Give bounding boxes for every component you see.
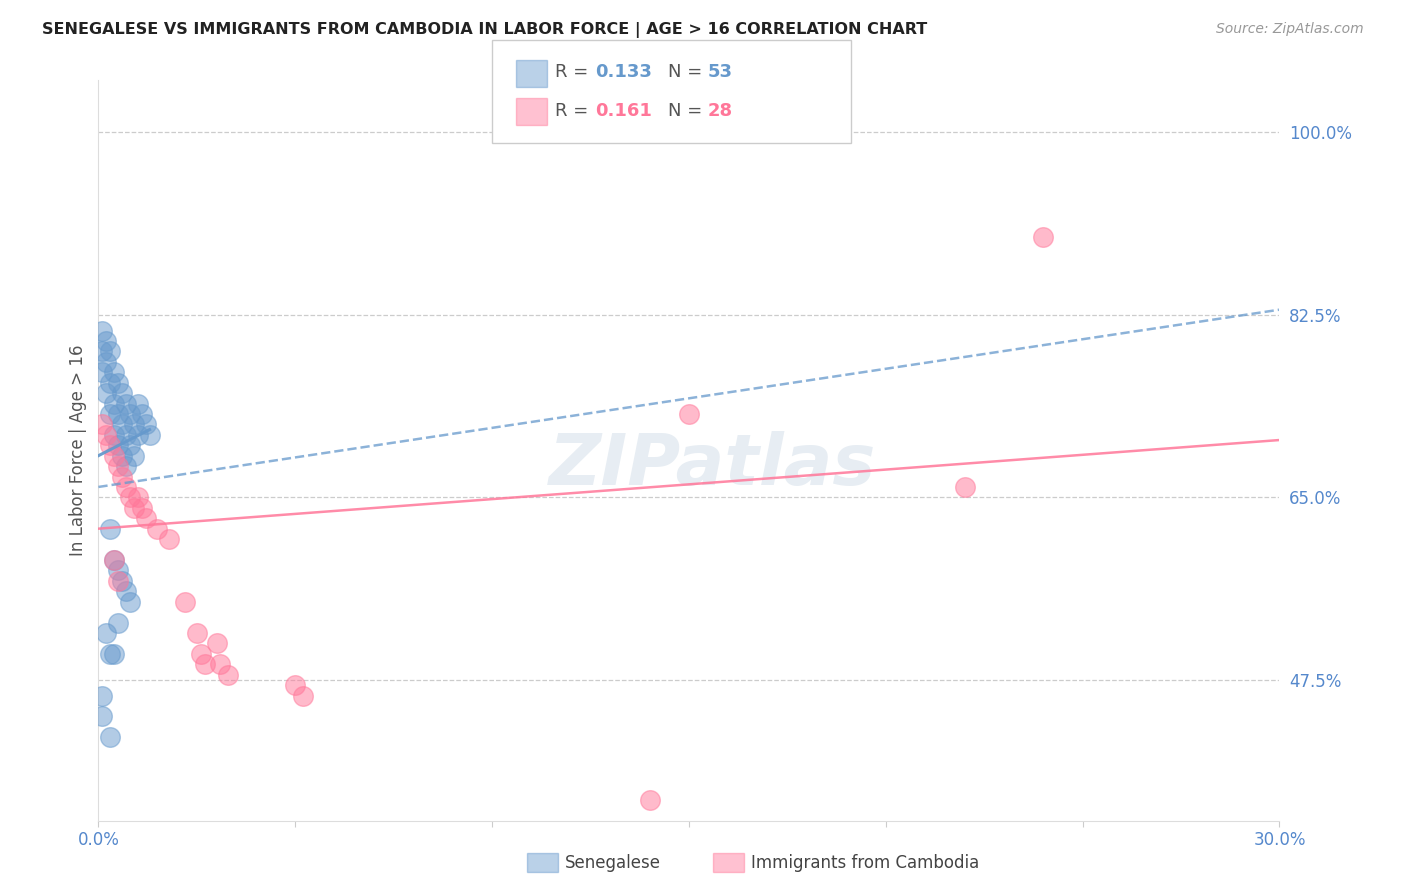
Text: Senegalese: Senegalese [565,854,661,871]
Point [122,500,145,515]
Point [91,365,114,379]
Point [118,438,141,452]
Point [194,657,217,672]
Text: 53: 53 [707,63,733,81]
Point [96,334,118,348]
Point [98,376,121,390]
Text: R =: R = [555,103,595,120]
Point [205,636,228,650]
Point [107,574,129,588]
Point [217,667,239,681]
Point [107,438,129,452]
Point [127,491,149,505]
Point [186,626,208,640]
Point [107,376,129,390]
Text: Immigrants from Cambodia: Immigrants from Cambodia [751,854,979,871]
Point [96,427,118,442]
Point [131,407,153,421]
Point [118,595,141,609]
Text: SENEGALESE VS IMMIGRANTS FROM CAMBODIA IN LABOR FORCE | AGE > 16 CORRELATION CHA: SENEGALESE VS IMMIGRANTS FROM CAMBODIA I… [42,22,928,38]
Point [122,417,145,432]
Point [98,647,121,661]
Point [111,449,134,463]
Point [111,386,134,401]
Point [103,365,125,379]
Point [98,344,121,359]
Point [209,657,232,672]
Point [107,459,129,474]
Point [111,469,134,483]
Point [107,615,129,630]
Point [103,396,125,410]
Point [98,407,121,421]
Point [91,709,114,723]
Point [1032,229,1054,244]
Point [122,449,145,463]
Text: 0.161: 0.161 [595,103,651,120]
Point [292,689,315,703]
Point [174,595,197,609]
Y-axis label: In Labor Force | Age > 16: In Labor Force | Age > 16 [69,344,87,557]
Point [98,730,121,744]
Point [103,553,125,567]
Text: 28: 28 [707,103,733,120]
Point [91,324,114,338]
Point [127,427,149,442]
Text: Source: ZipAtlas.com: Source: ZipAtlas.com [1216,22,1364,37]
Text: 0.133: 0.133 [595,63,651,81]
Text: N =: N = [668,103,707,120]
Point [115,459,138,474]
Point [115,584,138,599]
Point [118,407,141,421]
Point [111,417,134,432]
Point [98,438,121,452]
Point [135,511,157,525]
Point [131,500,153,515]
Point [678,407,700,421]
Point [127,396,149,410]
Point [96,355,118,369]
Point [103,647,125,661]
Point [638,793,661,807]
Point [91,417,114,432]
Point [107,407,129,421]
Point [91,344,114,359]
Point [138,427,160,442]
Point [157,532,180,546]
Point [135,417,157,432]
Point [103,449,125,463]
Text: ZIPatlas: ZIPatlas [548,431,876,500]
Point [91,689,114,703]
Point [284,678,307,692]
Point [107,563,129,577]
Point [953,480,976,494]
Point [103,427,125,442]
Point [118,491,141,505]
Text: R =: R = [555,63,595,81]
Point [115,427,138,442]
Point [111,574,134,588]
Text: N =: N = [668,63,707,81]
Point [96,626,118,640]
Point [146,522,169,536]
Point [190,647,212,661]
Point [103,553,125,567]
Point [98,522,121,536]
Point [115,480,138,494]
Point [115,396,138,410]
Point [96,386,118,401]
